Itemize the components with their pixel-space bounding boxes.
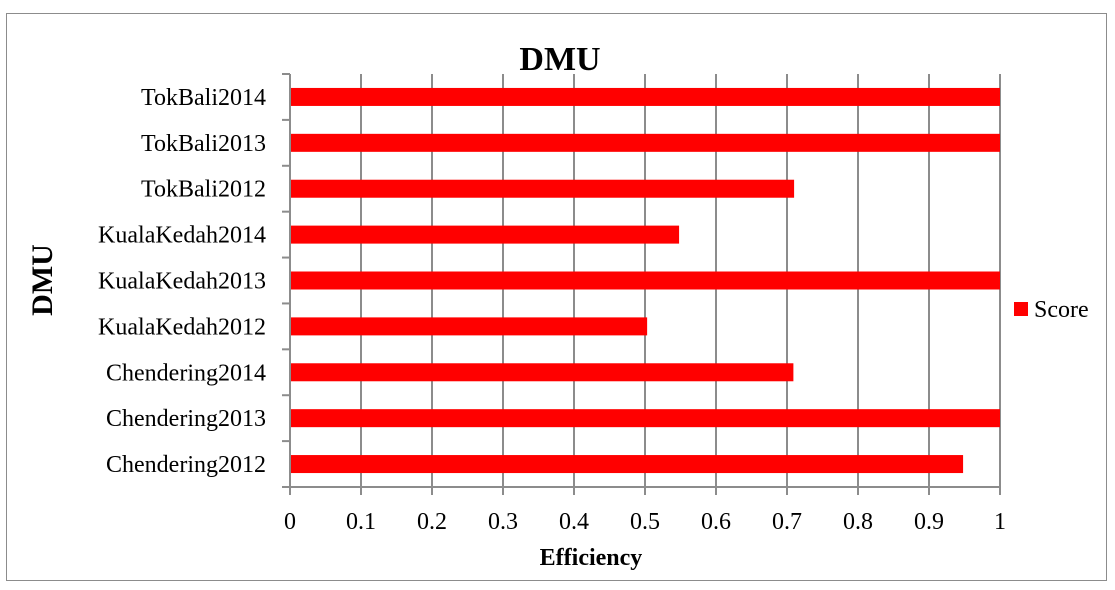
legend-swatch [1014,302,1028,316]
x-tick-label: 0.1 [346,509,376,535]
chart-title: DMU [519,41,600,78]
bar [290,363,794,382]
x-tick-label: 0.8 [843,509,873,535]
category-label: KualaKedah2012 [98,314,266,340]
bar [290,271,1000,290]
category-label: TokBali2013 [141,131,266,157]
bars [290,87,1000,474]
category-label: KualaKedah2014 [98,223,266,249]
legend: Score [1014,297,1089,323]
x-tick-label: 0.5 [630,509,660,535]
x-axis-label: Efficiency [540,545,643,571]
x-tick-label: 0.3 [488,509,518,535]
category-labels: TokBali2014 TokBali2013 TokBali2012 KualaKe… [98,85,266,478]
legend-label: Score [1034,297,1089,323]
y-axis-label: DMU [26,244,59,316]
bar [290,317,648,336]
bar [290,455,964,474]
bar [290,409,1000,428]
x-tick-label: 0.6 [701,509,731,535]
category-label: Chendering2013 [106,406,266,432]
category-label: Chendering2014 [106,360,266,386]
category-label: Chendering2012 [106,452,266,478]
bar [290,87,1000,106]
category-label: TokBali2012 [141,177,266,203]
x-tick-label: 0 [284,509,296,535]
x-tick-label: 0.7 [772,509,802,535]
x-tick-label: 0.4 [559,509,589,535]
bar [290,133,1000,152]
category-label: TokBali2014 [141,85,266,111]
x-tick-label: 0.9 [914,509,944,535]
category-label: KualaKedah2013 [98,269,266,295]
x-tick-label: 1 [994,509,1006,535]
axes [282,73,1001,495]
bar [290,179,795,198]
bar [290,225,680,244]
x-tick-label: 0.2 [417,509,447,535]
x-tick-labels: 0 0.1 0.2 0.3 0.4 0.5 0.6 0.7 0.8 0.9 1 [284,509,1006,535]
